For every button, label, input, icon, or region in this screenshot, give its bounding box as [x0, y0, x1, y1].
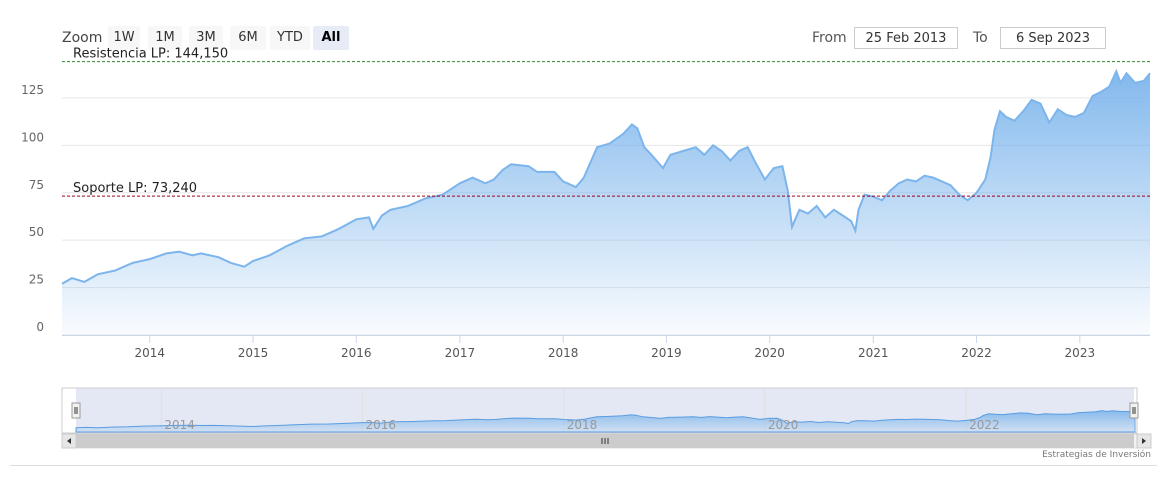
navigator-tick-label: 2022: [969, 418, 1000, 432]
divider: [10, 465, 1157, 466]
to-date-input[interactable]: 6 Sep 2023: [1000, 27, 1106, 49]
from-label: From: [812, 30, 847, 46]
x-tick-label: 2020: [754, 346, 785, 360]
zoom-all-button[interactable]: All: [313, 26, 349, 50]
navigator-ticks: 2014 2016 2018 2020 2022: [164, 418, 999, 432]
y-tick-label: 50: [29, 225, 44, 239]
to-label: To: [973, 30, 988, 46]
x-tick-label: 2017: [445, 346, 476, 360]
navigator-tick-label: 2014: [164, 418, 195, 432]
x-tick-label: 2018: [548, 346, 579, 360]
chevron-left-icon: [67, 438, 71, 444]
y-tick-label: 25: [29, 273, 44, 287]
resistance-label: Resistencia LP: 144,150: [73, 47, 228, 62]
zoom-label: Zoom: [62, 30, 103, 46]
series-line: [61, 68, 1151, 285]
navigator[interactable]: 2014 2016 2018 2020 2022: [61, 387, 1139, 434]
navigator-tick-label: 2016: [365, 418, 396, 432]
x-tick-label: 2019: [651, 346, 682, 360]
y-axis: 0 25 50 75 100 125: [21, 83, 44, 334]
zoom-ytd-button[interactable]: YTD: [270, 26, 310, 50]
navigator-tick-label: 2018: [567, 418, 598, 432]
x-tick-label: 2021: [858, 346, 889, 360]
zoom-1w-button[interactable]: 1W: [108, 26, 140, 50]
scroll-right-arrow[interactable]: [1136, 433, 1152, 449]
zoom-1m-button[interactable]: 1M: [148, 26, 182, 50]
navigator-left-handle[interactable]: [71, 402, 81, 419]
x-tick-label: 2022: [961, 346, 992, 360]
y-tick-label: 100: [21, 130, 44, 144]
credits-link[interactable]: Estrategias de Inversión: [1042, 450, 1151, 460]
zoom-6m-button[interactable]: 6M: [230, 26, 266, 50]
from-date-input[interactable]: 25 Feb 2013: [854, 27, 958, 49]
x-axis: 2014 2015 2016 2017 2018 2019 2020 2021 2022 2023: [62, 335, 1150, 360]
y-tick-label: 0: [36, 320, 44, 334]
scroll-left-arrow[interactable]: [61, 433, 77, 449]
navigator-series: [75, 410, 1136, 433]
series-area: [62, 71, 1150, 336]
y-tick-label: 125: [21, 83, 44, 97]
scrollbar[interactable]: [61, 433, 1152, 449]
support-label: Soporte LP: 73,240: [73, 181, 197, 196]
x-tick-label: 2015: [238, 346, 269, 360]
navigator-right-handle[interactable]: [1129, 402, 1139, 419]
navigator-tick-label: 2020: [768, 418, 799, 432]
zoom-3m-button[interactable]: 3M: [189, 26, 223, 50]
x-tick-label: 2014: [134, 346, 165, 360]
y-tick-label: 75: [29, 178, 44, 192]
chevron-right-icon: [1142, 438, 1146, 444]
x-tick-label: 2023: [1065, 346, 1096, 360]
x-tick-label: 2016: [341, 346, 372, 360]
range-selector: Zoom 1W 1M 3M 6M YTD All From 25 Feb 201…: [0, 0, 1167, 60]
